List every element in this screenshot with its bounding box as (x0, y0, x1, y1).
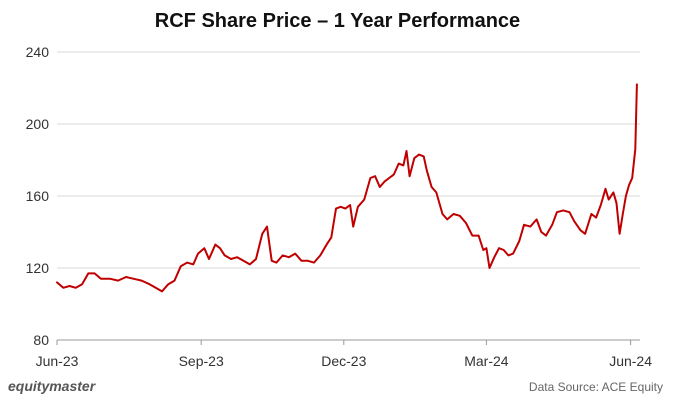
price-series-line (56, 83, 638, 293)
x-tick-label: Jun-23 (36, 353, 79, 369)
y-tick-label: 200 (26, 116, 50, 132)
equitymaster-logo: equitymaster (8, 378, 96, 394)
x-tick-label: Mar-24 (464, 353, 509, 369)
data-source-note: Data Source: ACE Equity (528, 380, 663, 394)
y-tick-label: 160 (26, 188, 50, 204)
y-tick-label: 80 (33, 332, 49, 348)
x-tick-label: Jun-24 (609, 353, 652, 369)
y-tick-label: 240 (26, 44, 50, 60)
chart-title: RCF Share Price – 1 Year Performance (154, 10, 521, 32)
x-tick-label: Dec-23 (321, 353, 366, 369)
y-tick-label: 120 (26, 260, 50, 276)
x-tick-label: Sep-23 (179, 353, 224, 369)
